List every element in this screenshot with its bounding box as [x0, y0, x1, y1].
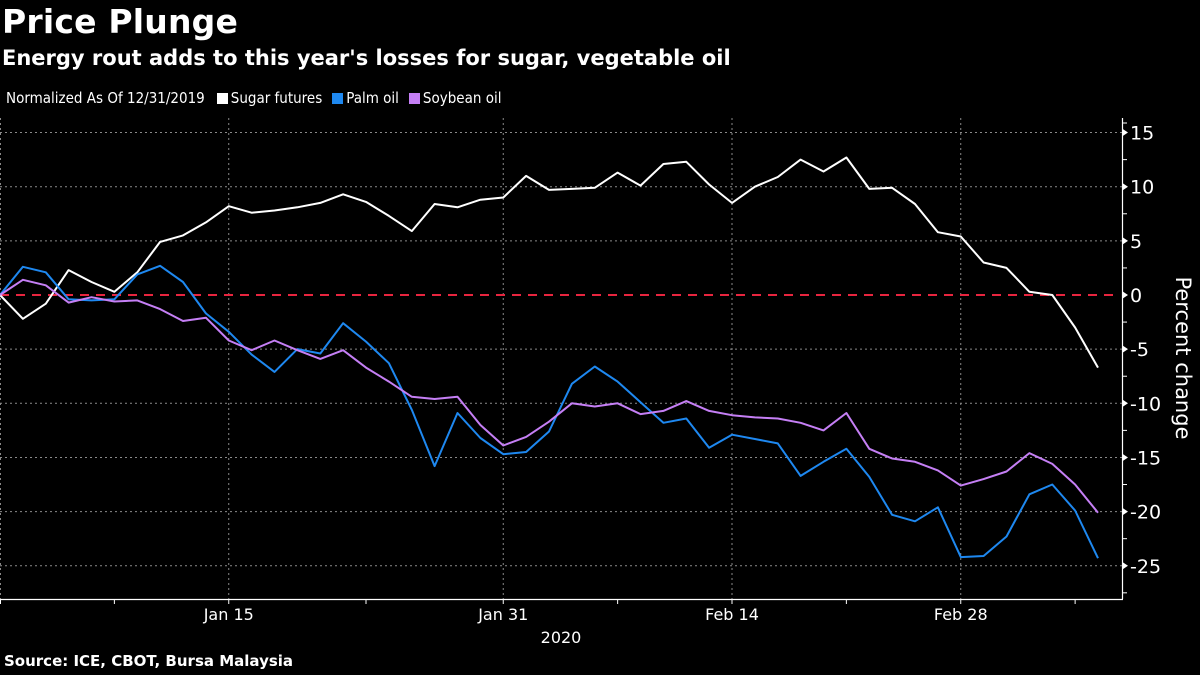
y-tick-mark — [1122, 128, 1128, 137]
series-line-palm-oil — [0, 264, 1099, 559]
y-tick-mark — [1122, 561, 1128, 570]
legend-swatch-sugar — [216, 92, 228, 104]
x-tick-label: Feb 14 — [705, 605, 759, 624]
legend-note: Normalized As Of 12/31/2019 — [6, 89, 205, 107]
x-axis-year-label: 2020 — [541, 628, 582, 647]
y-tick-label: 10 — [1130, 177, 1154, 199]
y-tick-mark — [1122, 291, 1128, 299]
y-tick-label: 15 — [1130, 123, 1154, 145]
series-line-sugar-futures — [0, 156, 1099, 369]
x-tick-label: Feb 28 — [934, 605, 988, 624]
y-tick-label: -20 — [1130, 502, 1161, 524]
y-tick-label: 5 — [1130, 231, 1142, 253]
y-tick-mark — [1122, 182, 1128, 191]
y-tick-label: 0 — [1130, 285, 1142, 307]
legend-label-palm: Palm oil — [346, 89, 399, 107]
y-tick-mark — [1122, 453, 1128, 462]
y-tick-mark — [1122, 399, 1128, 408]
y-tick-label: -15 — [1130, 447, 1161, 469]
legend-label-soybean: Soybean oil — [422, 89, 502, 107]
y-axis-ticks: 15 10 5 0 -5 -10 -15 -20 -25 — [1122, 122, 1161, 594]
legend-item-palm: Palm oil — [332, 89, 399, 107]
y-tick-mark — [1122, 345, 1128, 354]
grid-lines — [0, 118, 1122, 599]
x-tick-label: Jan 31 — [477, 605, 528, 624]
legend-swatch-soybean — [408, 92, 420, 104]
y-axis-label: Percent change — [1171, 277, 1195, 440]
axes — [0, 118, 1124, 601]
series-line-soybean-oil — [0, 278, 1099, 514]
x-tick-label: Jan 15 — [203, 605, 254, 624]
y-tick-label: -10 — [1130, 393, 1161, 415]
legend-label-sugar: Sugar futures — [230, 89, 323, 107]
y-tick-label: -5 — [1130, 339, 1149, 361]
y-tick-mark — [1122, 236, 1128, 245]
legend: Normalized As Of 12/31/2019 Sugar future… — [6, 89, 511, 107]
legend-item-soybean: Soybean oil — [408, 89, 502, 107]
legend-swatch-palm — [332, 92, 344, 104]
chart-title: Price Plunge — [2, 2, 239, 41]
y-tick-label: -25 — [1130, 556, 1161, 578]
x-axis-ticks: Jan 15 Jan 31 Feb 14 Feb 28 — [0, 599, 1076, 624]
legend-item-sugar: Sugar futures — [216, 89, 323, 107]
chart-subtitle: Energy rout adds to this year's losses f… — [2, 46, 731, 70]
series-lines — [0, 156, 1099, 559]
y-tick-mark — [1122, 507, 1128, 516]
source-note: Source: ICE, CBOT, Bursa Malaysia — [4, 652, 294, 670]
